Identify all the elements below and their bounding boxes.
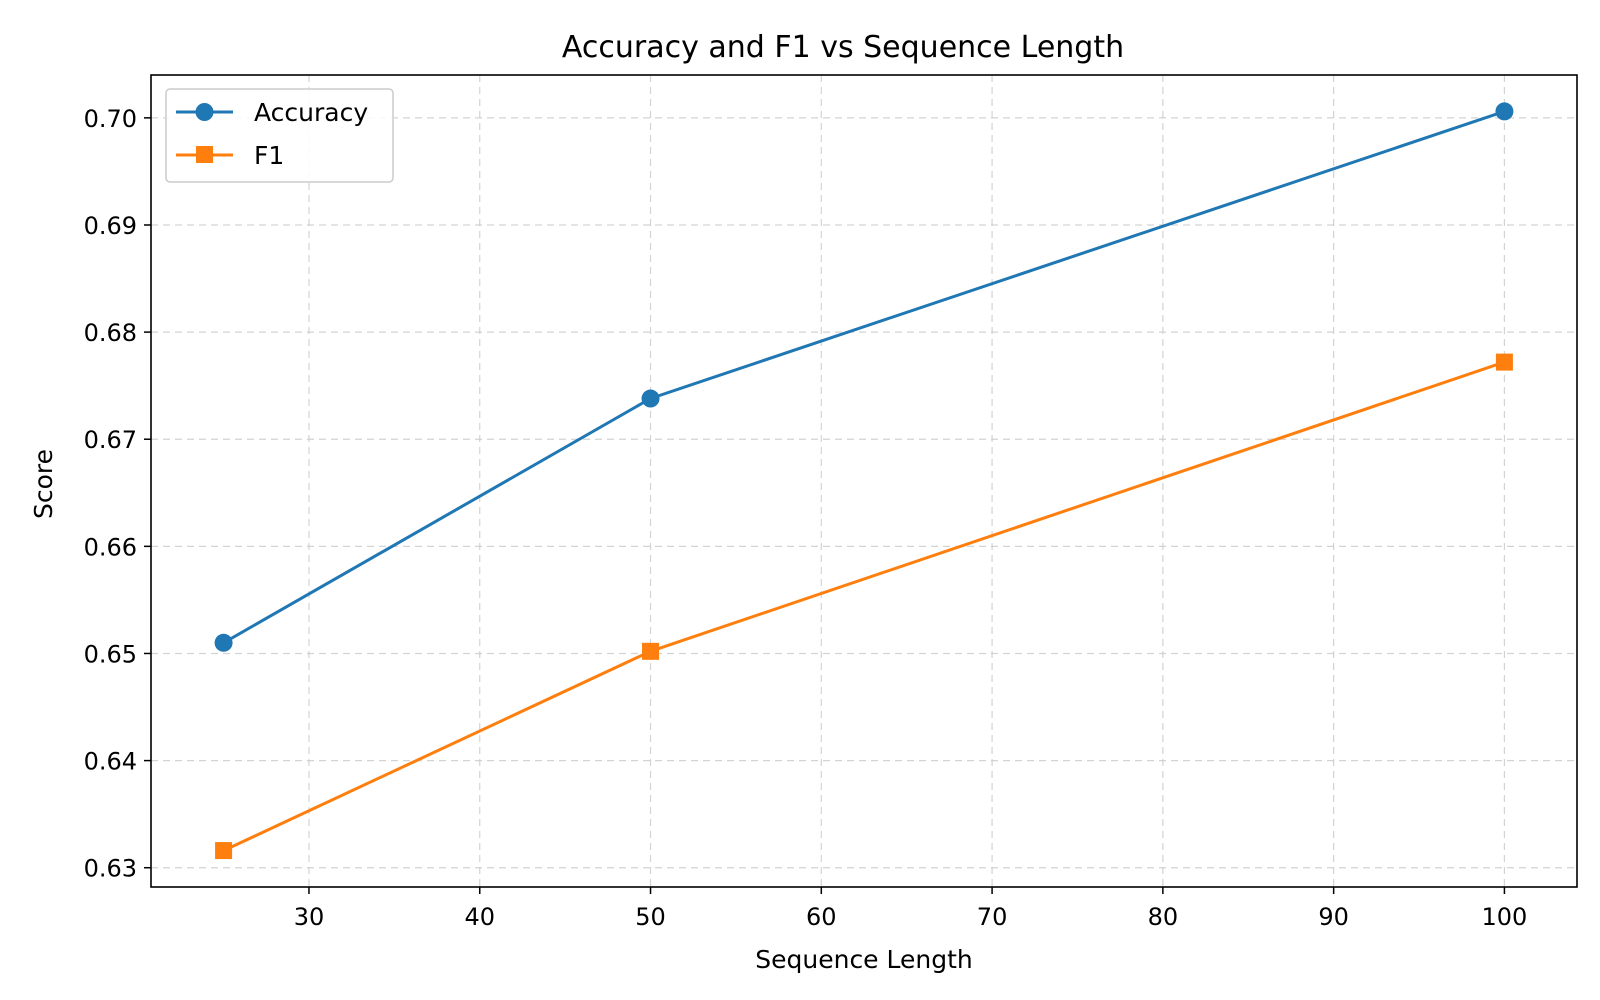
grid-layer	[151, 75, 1577, 887]
legend-label-f1: F1	[254, 141, 284, 170]
y-tick-label-0.67: 0.67	[84, 426, 137, 454]
x-tick-label-30: 30	[294, 903, 325, 931]
y-tick-label-0.64: 0.64	[84, 748, 137, 776]
y-tick-label-0.70: 0.70	[84, 105, 137, 133]
data-point-accuracy-100	[1495, 102, 1514, 121]
legend-label-accuracy: Accuracy	[254, 98, 368, 127]
y-axis-ticks: 0.63 0.64 0.65 0.66 0.67 0.68 0.69 0.70	[84, 105, 151, 883]
series-line-f1	[222, 360, 1505, 852]
legend: Accuracy F1	[165, 88, 394, 183]
y-tick-label-0.65: 0.65	[84, 640, 137, 668]
y-tick-label-0.68: 0.68	[84, 319, 137, 347]
series-line-accuracy	[222, 109, 1505, 645]
x-tick-label-100: 100	[1482, 903, 1528, 931]
y-axis-label: Score	[29, 449, 58, 519]
x-tick-label-90: 90	[1318, 903, 1349, 931]
x-axis-ticks: 30 40 50 60 70 80 90 100	[294, 887, 1528, 931]
y-tick-label-0.69: 0.69	[84, 212, 137, 240]
chart-title: Accuracy and F1 vs Sequence Length	[562, 30, 1124, 65]
x-axis-label: Sequence Length	[755, 945, 973, 974]
data-point-f1-100	[1495, 353, 1513, 371]
y-tick-label-0.63: 0.63	[84, 855, 137, 883]
legend-accuracy-marker	[195, 103, 214, 121]
series-layer	[214, 102, 1514, 860]
x-tick-label-80: 80	[1148, 903, 1179, 931]
x-tick-label-50: 50	[635, 903, 666, 931]
legend-f1-marker	[196, 146, 213, 163]
x-tick-label-60: 60	[806, 903, 837, 931]
x-tick-label-40: 40	[464, 903, 495, 931]
data-point-f1-50	[642, 642, 660, 660]
data-point-accuracy-50	[641, 389, 660, 408]
plot-frame	[150, 74, 1578, 888]
data-point-f1-25	[215, 842, 233, 860]
data-point-accuracy-25	[214, 633, 233, 652]
y-tick-label-0.66: 0.66	[84, 533, 137, 561]
x-tick-label-70: 70	[977, 903, 1008, 931]
